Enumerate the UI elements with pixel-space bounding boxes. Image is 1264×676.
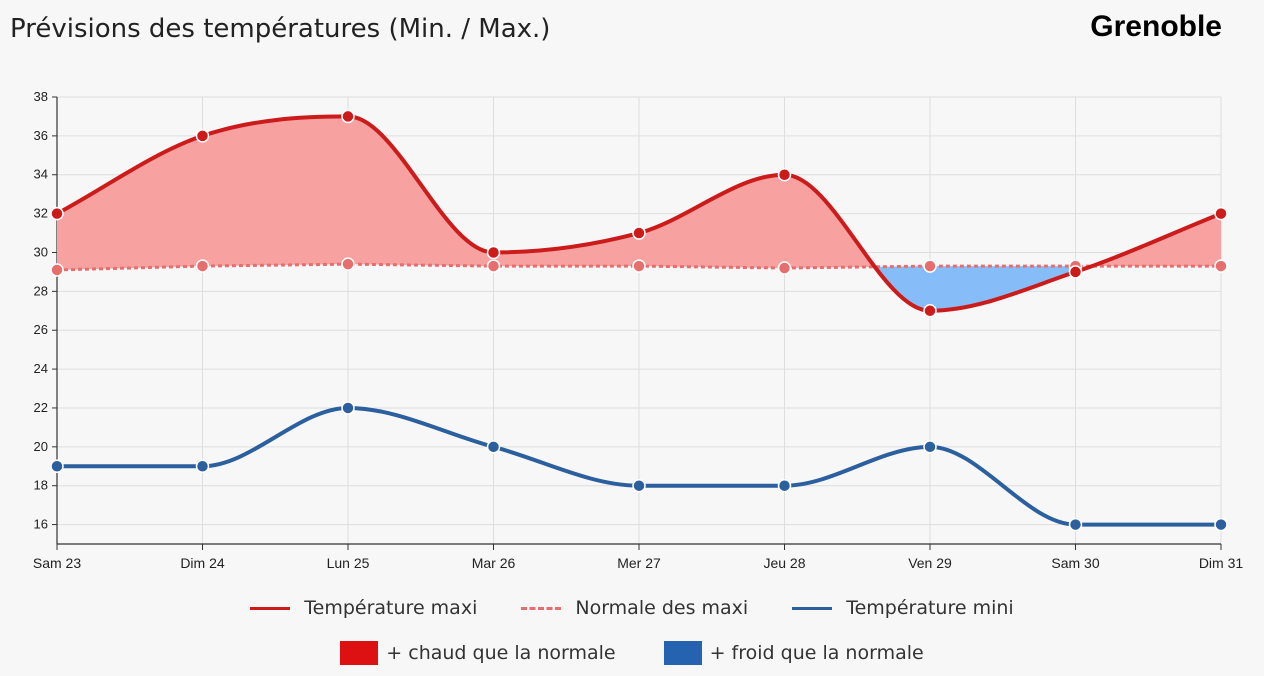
x-tick-label: Sam 30 [1051, 555, 1099, 571]
point-normal [632, 259, 646, 273]
y-tick-label: 30 [34, 244, 48, 259]
point-normal [341, 257, 355, 271]
y-tick-label: 34 [34, 167, 48, 182]
point-max [341, 109, 355, 124]
legend-label-cold: + froid que la normale [709, 642, 924, 664]
point-max [195, 129, 210, 143]
x-tick-label: Dim 31 [1199, 555, 1244, 571]
legend-swatch-normal [521, 606, 562, 610]
y-tick-label: 24 [34, 361, 48, 376]
y-tick-label: 36 [34, 128, 48, 143]
point-min [486, 440, 501, 454]
point-min [1068, 517, 1083, 532]
point-max [777, 167, 792, 182]
point-max [50, 206, 64, 221]
point-max [923, 304, 937, 318]
point-normal [777, 261, 792, 275]
legend-item-normal[interactable]: Normale des maxi [521, 597, 748, 619]
legend-label-warm: + chaud que la normale [386, 642, 616, 664]
x-tick-label: Jeu 28 [763, 555, 805, 571]
x-tick-label: Sam 23 [33, 555, 81, 571]
y-tick-label: 32 [34, 206, 48, 221]
legend-areas: + chaud que la normale + froid que la no… [0, 641, 1264, 665]
point-max [486, 245, 501, 260]
legend-lines: Température maxi Normale des maxi Tempér… [0, 597, 1264, 619]
point-normal [1214, 259, 1228, 273]
x-tick-label: Ven 29 [908, 555, 952, 571]
point-max [632, 226, 646, 240]
point-min [195, 459, 210, 474]
point-min [777, 478, 792, 493]
point-min [923, 440, 937, 454]
x-tick-label: Lun 25 [327, 555, 370, 571]
point-min [632, 478, 646, 493]
legend-label-max: Température maxi [304, 597, 478, 619]
legend-swatch-max [250, 606, 291, 610]
point-normal [923, 259, 937, 273]
legend-item-max[interactable]: Température maxi [250, 597, 477, 619]
legend-swatch-cold [663, 641, 702, 665]
point-max [1214, 206, 1228, 221]
legend-item-cold[interactable]: + froid que la normale [663, 641, 924, 665]
legend-item-warm[interactable]: + chaud que la normale [340, 641, 616, 665]
point-normal [195, 259, 210, 273]
y-tick-label: 20 [34, 439, 48, 454]
y-tick-label: 28 [34, 283, 48, 298]
point-min [50, 459, 64, 474]
legend-label-normal: Normale des maxi [575, 597, 749, 619]
chart-title: Prévisions des températures (Min. / Max.… [10, 14, 551, 44]
x-tick-label: Dim 24 [180, 555, 225, 571]
legend-label-min: Température mini [846, 597, 1014, 619]
legend-item-min[interactable]: Température mini [792, 597, 1014, 619]
y-tick-label: 18 [34, 478, 48, 493]
x-tick-label: Mer 27 [617, 555, 661, 571]
point-normal [50, 263, 64, 277]
point-max [1068, 265, 1083, 279]
legend-swatch-min [792, 606, 833, 610]
temperature-chart: 16 18 20 22 24 26 28 30 32 34 36 38 Sam 23 Dim 24 Lun … [33, 89, 1244, 571]
y-tick-label: 26 [34, 322, 48, 337]
point-normal [486, 259, 501, 273]
legend-swatch-warm [340, 641, 379, 665]
y-tick-label: 16 [34, 517, 48, 532]
y-tick-label: 22 [34, 400, 48, 415]
city-name: Grenoble [1090, 10, 1222, 43]
point-min [341, 401, 355, 415]
point-min [1214, 517, 1228, 532]
y-tick-label: 38 [34, 89, 48, 104]
x-tick-label: Mar 26 [472, 555, 516, 571]
